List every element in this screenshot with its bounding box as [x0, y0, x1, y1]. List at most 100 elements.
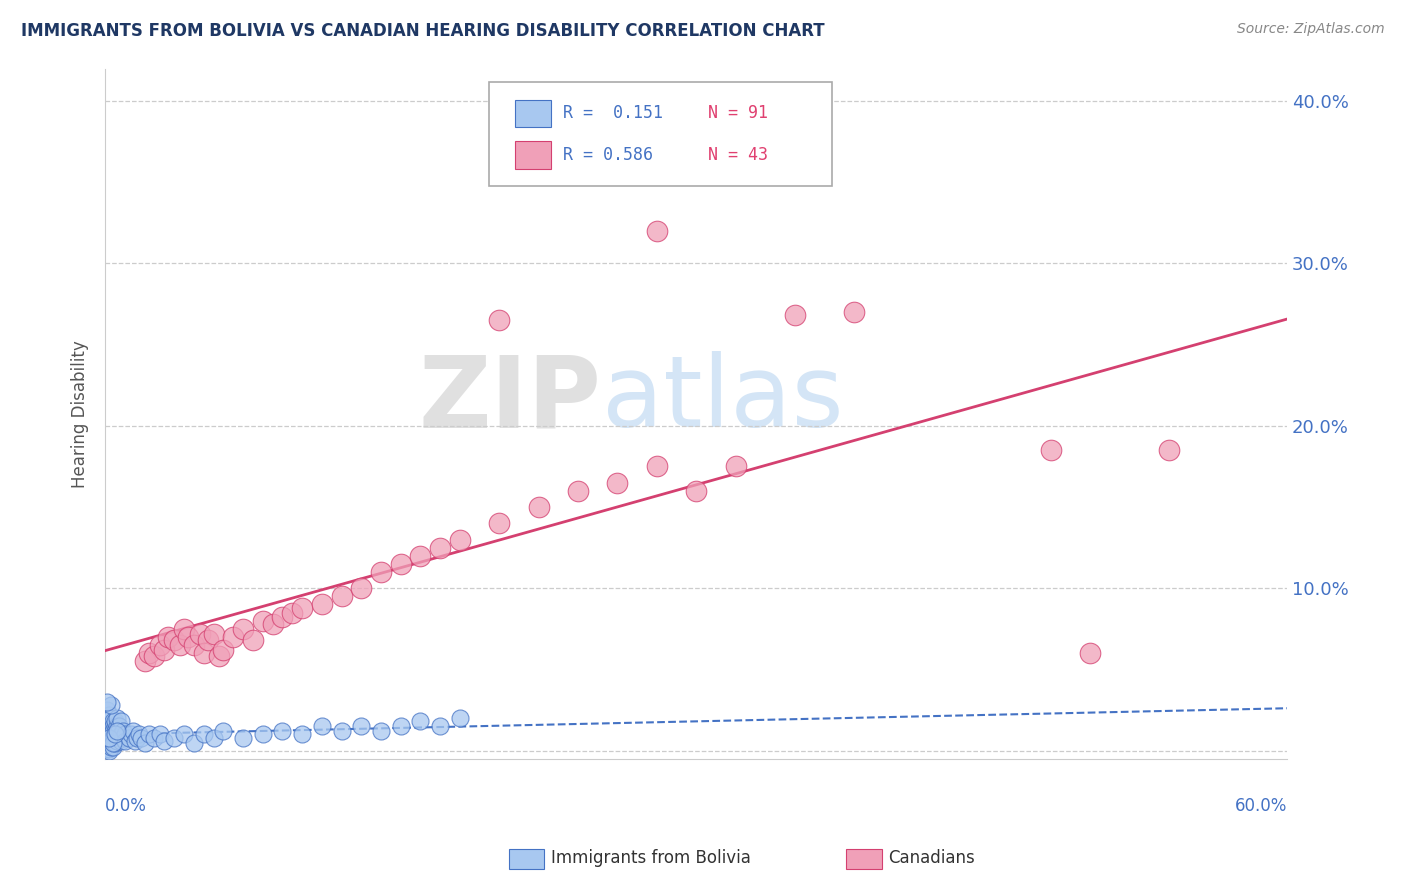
Point [105, 711, 128, 725]
Point [108, 719, 131, 733]
Point [114, 727, 136, 741]
Point [488, 516, 510, 531]
Point [193, 646, 215, 660]
Point [96, 695, 118, 709]
Point [124, 734, 146, 748]
Point [101, 735, 124, 749]
Point [429, 719, 451, 733]
Point [98, 731, 121, 745]
Point [98, 739, 121, 753]
Point [242, 633, 264, 648]
Point [177, 630, 200, 644]
Point [149, 727, 172, 741]
Point [100, 740, 122, 755]
Point [96, 719, 118, 733]
Point [311, 719, 333, 733]
Point [645, 459, 668, 474]
Point [108, 731, 131, 745]
Point [104, 731, 127, 745]
Point [101, 719, 124, 733]
Point [110, 734, 132, 748]
Point [101, 724, 124, 739]
Y-axis label: Hearing Disability: Hearing Disability [72, 340, 89, 488]
Point [143, 731, 166, 745]
Point [271, 610, 294, 624]
Point [96, 734, 118, 748]
Point [128, 727, 150, 741]
Text: N = 91: N = 91 [709, 104, 768, 122]
Point [163, 731, 186, 745]
Point [105, 719, 128, 733]
Point [449, 711, 471, 725]
Point [291, 600, 314, 615]
Point [202, 731, 225, 745]
Point [842, 305, 865, 319]
Point [129, 731, 152, 745]
Point [291, 727, 314, 741]
Point [212, 724, 235, 739]
Point [350, 581, 373, 595]
Point [111, 731, 134, 745]
Text: Source: ZipAtlas.com: Source: ZipAtlas.com [1237, 22, 1385, 37]
Point [208, 649, 231, 664]
Point [783, 309, 806, 323]
Point [100, 711, 122, 725]
Point [100, 698, 122, 713]
Point [105, 724, 128, 739]
Point [96, 731, 118, 745]
Point [111, 724, 134, 739]
Point [149, 638, 172, 652]
Text: 60.0%: 60.0% [1234, 797, 1286, 814]
Point [96, 711, 118, 725]
Text: atlas: atlas [602, 351, 844, 449]
Point [104, 724, 127, 739]
Point [330, 724, 353, 739]
Point [163, 633, 186, 648]
Point [1039, 443, 1062, 458]
Point [96, 735, 118, 749]
Point [173, 727, 195, 741]
Point [96, 727, 118, 741]
Point [252, 727, 274, 741]
Point [330, 590, 353, 604]
Point [193, 727, 215, 741]
Point [724, 459, 747, 474]
Point [100, 737, 122, 751]
Point [98, 744, 121, 758]
Point [157, 630, 180, 644]
Point [262, 617, 284, 632]
Point [98, 735, 121, 749]
Text: N = 43: N = 43 [709, 145, 768, 164]
Point [98, 742, 121, 756]
Point [138, 646, 160, 660]
Point [125, 731, 148, 745]
Point [100, 727, 122, 741]
Point [252, 614, 274, 628]
Point [389, 719, 412, 733]
Point [212, 643, 235, 657]
Point [232, 622, 254, 636]
FancyBboxPatch shape [489, 82, 832, 186]
Point [108, 724, 131, 739]
Point [153, 643, 176, 657]
Point [96, 742, 118, 756]
Point [104, 719, 127, 733]
Point [685, 483, 707, 498]
Point [134, 735, 156, 749]
Point [222, 630, 245, 644]
Text: R =  0.151: R = 0.151 [562, 104, 662, 122]
Point [100, 734, 122, 748]
Text: 0.0%: 0.0% [105, 797, 148, 814]
Point [488, 313, 510, 327]
Point [134, 654, 156, 668]
Point [110, 714, 132, 729]
Point [118, 731, 141, 745]
Point [153, 734, 176, 748]
Point [202, 626, 225, 640]
Point [409, 714, 432, 729]
Point [98, 727, 121, 741]
Text: R = 0.586: R = 0.586 [562, 145, 652, 164]
Point [100, 719, 122, 733]
Point [120, 727, 142, 741]
Point [101, 714, 124, 729]
